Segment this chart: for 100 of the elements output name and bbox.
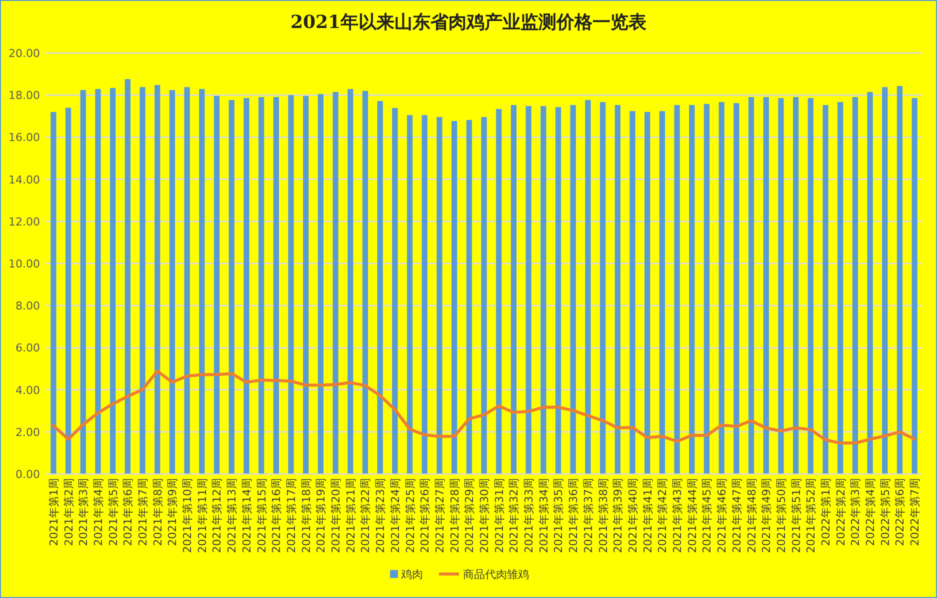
bar [436,116,442,474]
x-tick-label: 2021年第41周 [641,478,654,553]
bar [792,96,799,474]
bar [808,98,814,474]
x-tick-label: 2021年第38周 [596,478,610,553]
bar [318,94,324,474]
bar [362,90,368,474]
bar [778,98,784,474]
x-tick-label: 2021年第26周 [418,478,432,553]
x-tick-label: 2021年第30周 [478,478,491,553]
x-tick-label: 2021年第13周 [226,478,239,553]
x-tick-label: 2021年第49周 [760,478,774,553]
y-tick-label: 2.00 [16,426,40,439]
bar [674,104,680,474]
x-tick-label: 2021年第21周 [344,478,358,553]
bar [422,115,428,474]
y-tick-label: 18.00 [8,89,40,102]
bar [912,98,918,474]
bar [244,98,250,474]
x-tick-label: 2021年第7周 [136,478,150,546]
y-tick-label: 14.00 [8,173,40,186]
y-tick-label: 8.00 [16,300,40,313]
bar [406,115,413,474]
bar [763,96,769,474]
x-tick-label: 2022年第3周 [849,478,862,546]
bar [630,111,636,474]
x-tick-label: 2021年第4周 [92,478,105,546]
x-tick-label: 2021年第12周 [210,478,224,553]
x-tick-label: 2021年第11周 [196,478,209,553]
x-tick-label: 2021年第1周 [47,478,60,546]
bar [540,106,546,474]
bar [184,87,190,474]
bar [600,102,606,474]
x-tick-label: 2021年第51周 [790,478,803,553]
bar [555,107,562,474]
x-tick-label: 2022年第1周 [819,478,832,546]
x-tick-label: 2021年第3周 [77,478,90,546]
x-tick-label: 2021年第2周 [62,478,76,546]
x-tick-label: 2021年第45周 [700,478,714,553]
y-tick-label: 10.00 [8,258,40,270]
x-tick-label: 2021年第20周 [330,478,343,553]
x-tick-label: 2022年第6周 [894,478,907,546]
y-tick-label: 0.00 [16,468,40,481]
bar [466,120,472,474]
legend-label: 鸡肉 [400,568,423,581]
legend-label: 商品代肉雏鸡 [463,568,529,581]
bar [644,112,650,474]
bar [228,100,234,474]
x-tick-label: 2022年第7周 [908,478,922,546]
bar [614,104,620,474]
chart-title: 2021年以来山东省肉鸡产业监测价格一览表 [290,12,647,33]
x-tick-label: 2021年第15周 [255,478,268,553]
x-tick-label: 2021年第9周 [166,478,180,546]
bar [526,106,532,474]
bar [838,102,844,474]
bar [154,84,160,474]
x-tick-label: 2021年第17周 [284,478,298,553]
x-tick-label: 2021年第6周 [122,478,135,546]
bar [65,108,72,474]
y-tick-label: 4.00 [16,384,40,397]
bar [258,96,264,474]
bar [822,104,828,474]
y-tick-label: 20.00 [8,47,40,60]
x-tick-label: 2021年第48周 [745,478,758,553]
bar [585,100,591,474]
x-tick-label: 2021年第34周 [537,478,550,553]
x-tick-label: 2021年第43周 [671,478,684,553]
bar [392,108,398,474]
x-tick-label: 2022年第5周 [878,478,892,546]
x-tick-label: 2022年第4周 [864,478,878,546]
bar [377,100,383,474]
bar [124,79,130,474]
y-tick-label: 12.00 [8,215,40,228]
bar [50,112,56,474]
bar [852,96,858,474]
bar [689,104,695,474]
bar [748,96,754,474]
bar [110,88,116,474]
x-tick-label: 2021年第10周 [181,478,194,553]
bar [481,116,487,474]
bar [510,104,517,474]
bar [496,108,502,474]
x-tick-label: 2021年第46周 [716,478,729,553]
bar [288,95,294,474]
x-tick-label: 2021年第35周 [552,478,566,553]
bar [140,87,146,474]
bar [214,96,220,474]
line-series [52,370,916,445]
bar [95,88,101,474]
x-tick-label: 2021年第19周 [314,478,328,553]
x-tick-label: 2021年第16周 [270,478,284,553]
x-tick-label: 2021年第14周 [240,478,254,553]
x-tick-label: 2021年第47周 [730,478,744,553]
bar [348,88,354,474]
bar [332,92,338,474]
bar [273,96,279,474]
x-tick-label: 2021年第28周 [448,478,462,553]
x-tick-label: 2021年第22周 [359,478,372,553]
bar [896,86,903,474]
y-tick-label: 6.00 [16,342,40,355]
